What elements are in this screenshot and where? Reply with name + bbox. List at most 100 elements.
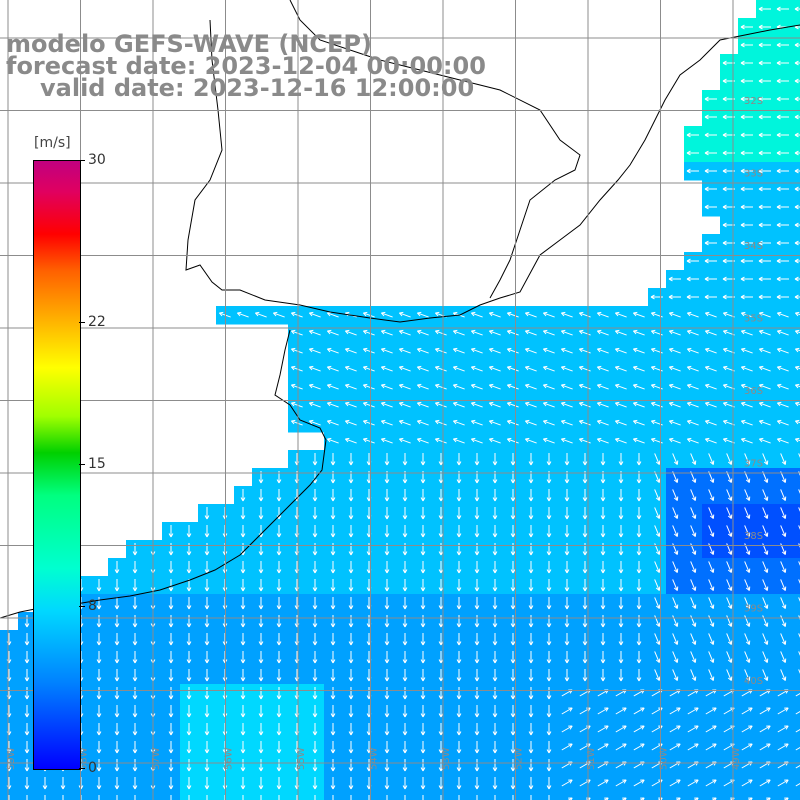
wind-arrow [780,579,787,591]
wind-arrow [686,150,699,156]
wind-arrow [312,579,318,592]
wind-arrow [510,525,516,538]
wind-arrow [582,579,588,592]
wind-arrow [672,669,679,681]
wind-arrow [726,453,733,465]
wind-arrow [312,489,318,502]
wind-arrow [240,687,246,700]
wind-arrow [276,633,282,646]
wind-arrow [308,419,321,426]
wind-arrow [456,669,462,682]
wind-arrow [798,669,800,679]
wind-arrow [492,759,498,772]
wind-arrow [564,597,570,610]
wind-arrow [777,725,789,733]
wind-arrow [654,489,661,501]
wind-arrow [740,204,753,210]
wind-arrow [186,705,192,718]
wind-arrow [258,777,264,790]
wind-cell [630,792,649,800]
wind-cell [612,792,631,800]
wind-arrow [308,401,321,408]
wind-arrow [578,311,591,318]
wind-arrow [380,365,393,372]
wind-arrow [690,453,697,465]
wind-arrow [348,615,354,628]
wind-cell [702,792,721,800]
wind-arrow [510,669,516,682]
wind-arrow [798,561,800,571]
wind-arrow [204,723,210,736]
wind-arrow [740,419,753,426]
wind-arrow [726,525,733,537]
wind-arrow [780,669,787,681]
wind-arrow [132,633,138,646]
wind-arrow [402,651,408,664]
wind-arrow [780,507,787,519]
wind-arrow [398,383,411,390]
wind-arrow [132,687,138,700]
wind-arrow [794,42,800,48]
longitude-label: 49W [731,747,742,770]
wind-arrow [795,692,800,697]
wind-arrow [258,633,264,646]
wind-arrow [168,669,174,682]
longitude-label: 52W [514,747,525,770]
wind-arrow [618,651,624,664]
wind-cell [792,558,800,577]
wind-arrow [290,419,303,426]
wind-cell [792,324,800,343]
wind-arrow [488,437,501,444]
wind-arrow [96,579,102,592]
wind-arrow [96,723,102,736]
wind-arrow [668,437,681,444]
wind-arrow [506,365,519,372]
wind-arrow [776,186,789,192]
wind-arrow [434,401,447,408]
wind-arrow [636,669,642,682]
wind-arrow [362,419,375,426]
wind-arrow [474,615,480,628]
wind-arrow [704,419,717,426]
wind-arrow [614,365,627,372]
wind-arrow [24,633,30,646]
wind-arrow [744,507,751,519]
wind-arrow [794,114,800,120]
wind-arrow [740,294,753,300]
wind-arrow [708,597,715,609]
wind-arrow [582,489,588,502]
wind-arrow [704,96,717,102]
wind-arrow [794,204,800,210]
wind-arrow [330,579,336,592]
wind-arrow [654,525,661,537]
wind-arrow [488,311,501,318]
wind-arrow [168,705,174,718]
wind-arrow [704,347,717,354]
wind-arrow [578,401,591,408]
wind-arrow [618,615,624,628]
latitude-label: 37S [744,459,763,470]
wind-arrow [204,651,210,664]
wind-cell [792,522,800,541]
wind-arrow [470,311,483,318]
wind-arrow [434,437,447,444]
wind-arrow [348,525,354,538]
wind-arrow [740,437,753,444]
wind-arrow [492,615,498,628]
wind-arrow [726,507,733,519]
wind-arrow [794,419,800,425]
wind-arrow [188,795,190,800]
wind-arrow [492,633,498,646]
wind-arrow [114,651,120,664]
wind-arrow [726,651,733,663]
wind-arrow [560,401,573,408]
wind-arrow [798,489,800,499]
wind-arrow [776,365,789,372]
wind-arrow [704,240,717,246]
wind-arrow [758,311,771,318]
wind-arrow [384,597,390,610]
wind-arrow [362,383,375,390]
wind-arrow [258,507,264,520]
wind-arrow [506,437,519,444]
wind-arrow [452,329,465,336]
